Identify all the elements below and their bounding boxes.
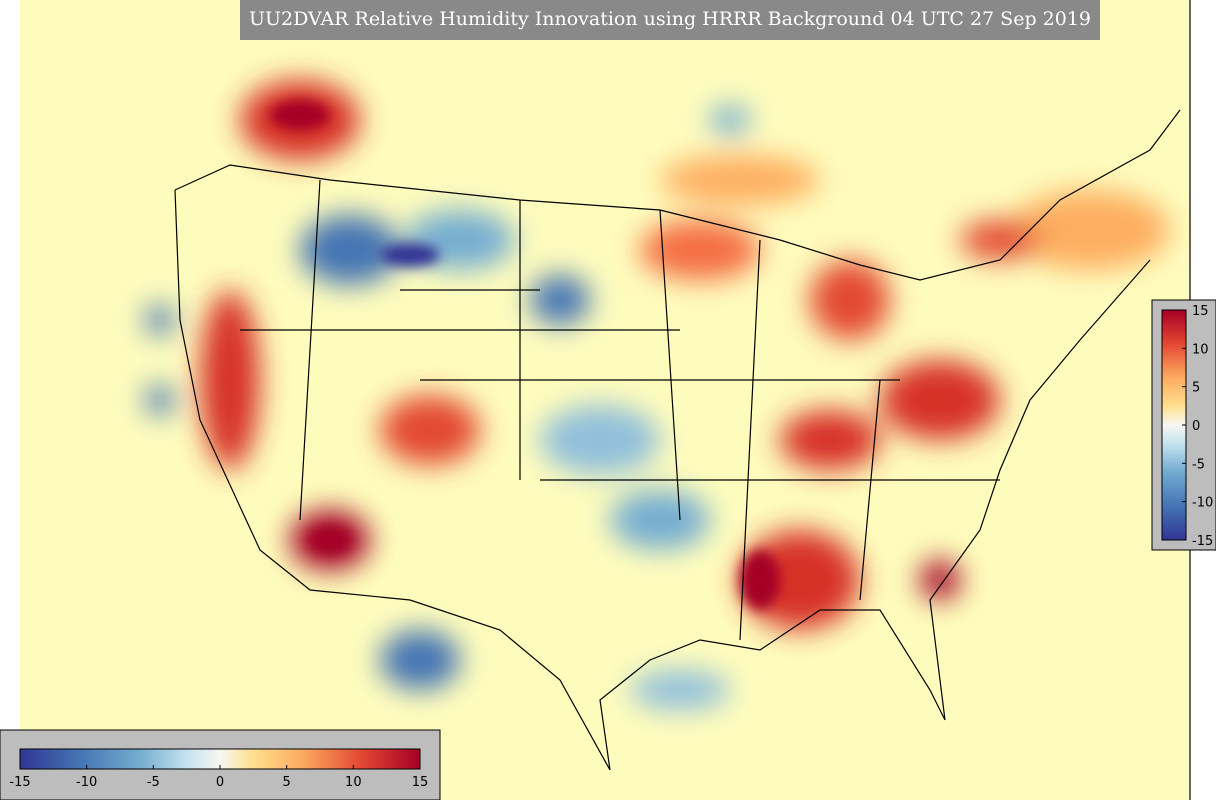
tick-label: 0 xyxy=(216,775,224,790)
tick-label: 15 xyxy=(1192,304,1209,319)
map-field xyxy=(20,0,1191,800)
tick-label: 0 xyxy=(1192,419,1200,434)
tick-label: -5 xyxy=(147,775,160,790)
tick-label: 10 xyxy=(1192,342,1209,357)
tick-label: 5 xyxy=(283,775,291,790)
colorbar-horizontal: -15 -10 -5 0 5 10 15 xyxy=(0,729,441,800)
tick-label: -5 xyxy=(1192,457,1205,472)
tick-label: 15 xyxy=(412,775,429,790)
tick-label: -10 xyxy=(1192,496,1213,511)
tick-label: 5 xyxy=(1192,381,1200,396)
title-box xyxy=(240,0,1100,40)
colorbar-vertical: -15 -10 -5 0 5 10 15 xyxy=(1151,299,1216,551)
map-title: UU2DVAR Relative Humidity Innovation usi… xyxy=(249,8,1091,30)
tick-label: 10 xyxy=(345,775,362,790)
tick-label: -15 xyxy=(1192,534,1213,549)
tick-label: -10 xyxy=(76,775,97,790)
tick-label: -15 xyxy=(9,775,30,790)
